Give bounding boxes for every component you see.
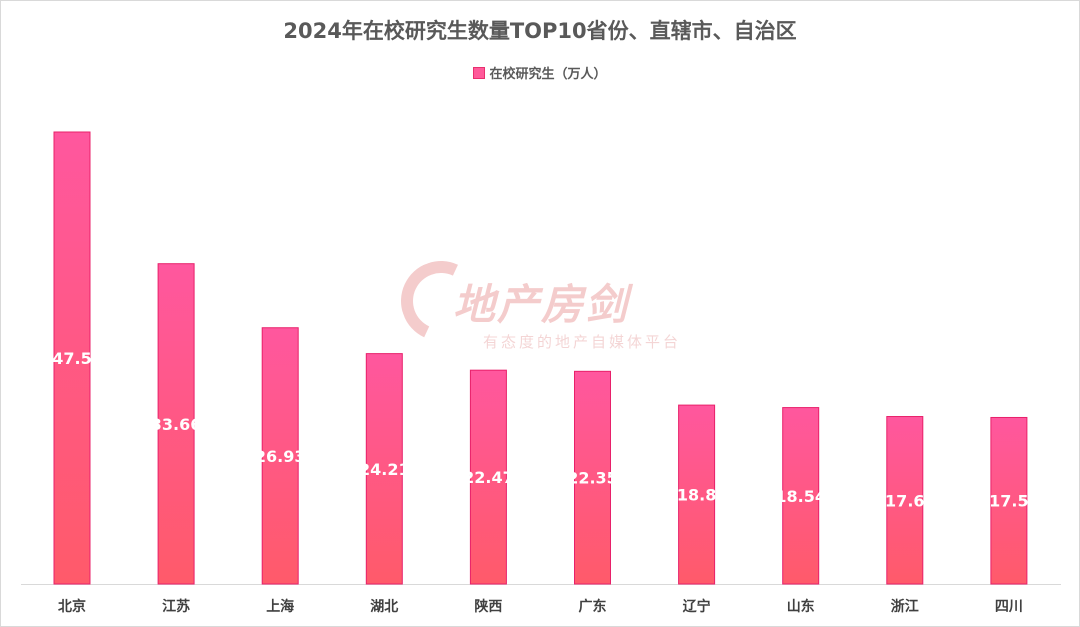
legend-label: 在校研究生（万人） (489, 67, 607, 82)
x-tick-label: 上海 (266, 598, 294, 615)
x-tick-label: 陕西 (474, 598, 502, 615)
bar (678, 404, 716, 585)
data-label: 22.35 (567, 469, 618, 488)
bar (365, 353, 403, 585)
bar (157, 263, 195, 585)
data-label: 26.93 (255, 447, 306, 466)
data-label: 24.21 (359, 460, 410, 479)
x-tick-label: 山东 (787, 598, 815, 615)
bar (886, 416, 924, 585)
data-label: 22.47 (463, 468, 514, 487)
data-label: 47.5 (52, 349, 91, 368)
legend: 在校研究生（万人） (1, 63, 1079, 82)
data-label: 18.8 (677, 486, 716, 505)
bar (469, 369, 507, 585)
x-tick-label: 辽宁 (683, 598, 711, 615)
bar (574, 370, 611, 585)
x-tick-label: 江苏 (162, 598, 190, 615)
bar (261, 327, 299, 585)
chart-title: 2024年在校研究生数量TOP10省份、直辖市、自治区 (283, 19, 797, 43)
x-tick-label: 广东 (579, 598, 607, 615)
x-tick-label: 浙江 (891, 598, 919, 615)
data-label: 17.5 (989, 492, 1028, 511)
data-label: 18.54 (775, 487, 826, 506)
x-tick-label: 湖北 (370, 599, 398, 615)
data-label: 17.6 (885, 491, 924, 510)
x-tick-label: 北京 (58, 598, 86, 615)
legend-swatch (473, 67, 486, 79)
bar (53, 131, 91, 585)
bar (782, 407, 820, 585)
data-label: 33.66 (151, 415, 202, 434)
x-tick-label: 四川 (995, 599, 1023, 615)
bar (990, 416, 1028, 585)
